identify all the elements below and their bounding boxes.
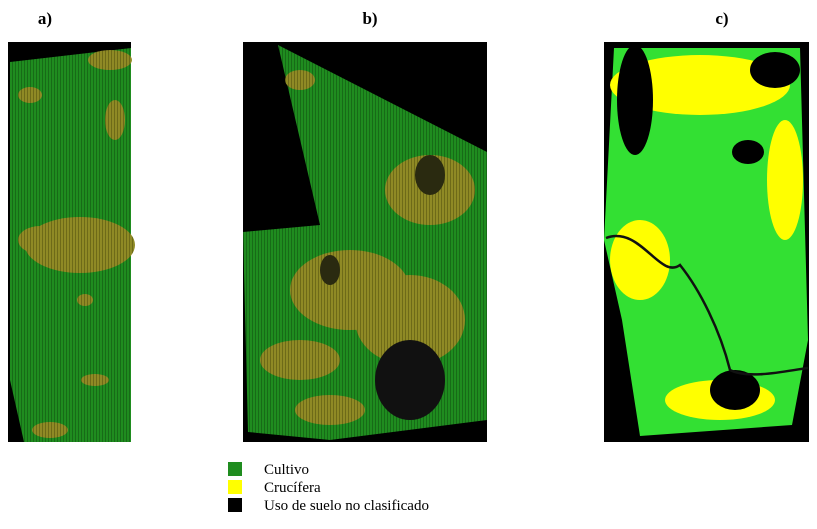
legend-label: Crucífera xyxy=(264,480,321,496)
map-b xyxy=(243,42,487,442)
legend: Cultivo Crucífera Uso de suelo no clasif… xyxy=(228,462,429,514)
map-a xyxy=(8,42,135,442)
map-c xyxy=(604,42,809,442)
legend-label: Uso de suelo no clasificado xyxy=(264,498,429,514)
legend-swatch xyxy=(228,498,242,512)
panel-label: c) xyxy=(715,9,728,28)
legend-label: Cultivo xyxy=(264,462,309,478)
panel-label: b) xyxy=(362,9,377,28)
figure: a) b) c) xyxy=(0,0,817,529)
panel-label: a) xyxy=(38,9,52,28)
legend-swatch xyxy=(228,480,242,494)
legend-swatch xyxy=(228,462,242,476)
